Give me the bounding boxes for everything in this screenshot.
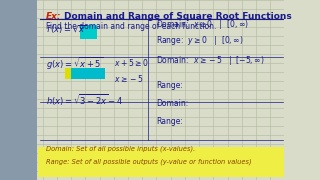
FancyBboxPatch shape xyxy=(80,25,97,39)
Text: Domain:: Domain: xyxy=(156,99,189,108)
FancyBboxPatch shape xyxy=(71,68,105,79)
Text: Domain and Range of Square Root Functions: Domain and Range of Square Root Function… xyxy=(64,12,292,21)
Text: $x \geq -5$: $x \geq -5$ xyxy=(114,73,143,84)
FancyBboxPatch shape xyxy=(38,147,284,177)
Text: $g(x) = \sqrt{x+5}$: $g(x) = \sqrt{x+5}$ xyxy=(45,55,102,72)
Text: Range: Set of all possible outputs (y-value or function values): Range: Set of all possible outputs (y-va… xyxy=(45,158,251,165)
Text: $h(x) = \sqrt{3-2x} - 4$: $h(x) = \sqrt{3-2x} - 4$ xyxy=(45,93,123,108)
Text: Ex:: Ex: xyxy=(45,12,61,21)
Text: Range:: Range: xyxy=(156,117,183,126)
FancyBboxPatch shape xyxy=(0,0,37,180)
Text: Range:  $y \geq 0$   |  $[0,\infty)$: Range: $y \geq 0$ | $[0,\infty)$ xyxy=(156,34,244,47)
Text: Range:: Range: xyxy=(156,81,183,90)
Text: Find the domain and range of each function.: Find the domain and range of each functi… xyxy=(45,22,216,31)
Text: Domain:  $x \geq -5$   |  $[-5,\infty)$: Domain: $x \geq -5$ | $[-5,\infty)$ xyxy=(156,54,265,67)
Text: Domain: Set of all possible inputs (x-values).: Domain: Set of all possible inputs (x-va… xyxy=(45,145,195,152)
Text: $f\,(x) = \sqrt{x}$: $f\,(x) = \sqrt{x}$ xyxy=(45,24,86,36)
FancyBboxPatch shape xyxy=(65,68,74,79)
Text: $x+5 \geq 0$: $x+5 \geq 0$ xyxy=(114,57,148,68)
Text: Domain:  $x \geq 0$   |  $[0,\infty)$: Domain: $x \geq 0$ | $[0,\infty)$ xyxy=(156,18,249,31)
